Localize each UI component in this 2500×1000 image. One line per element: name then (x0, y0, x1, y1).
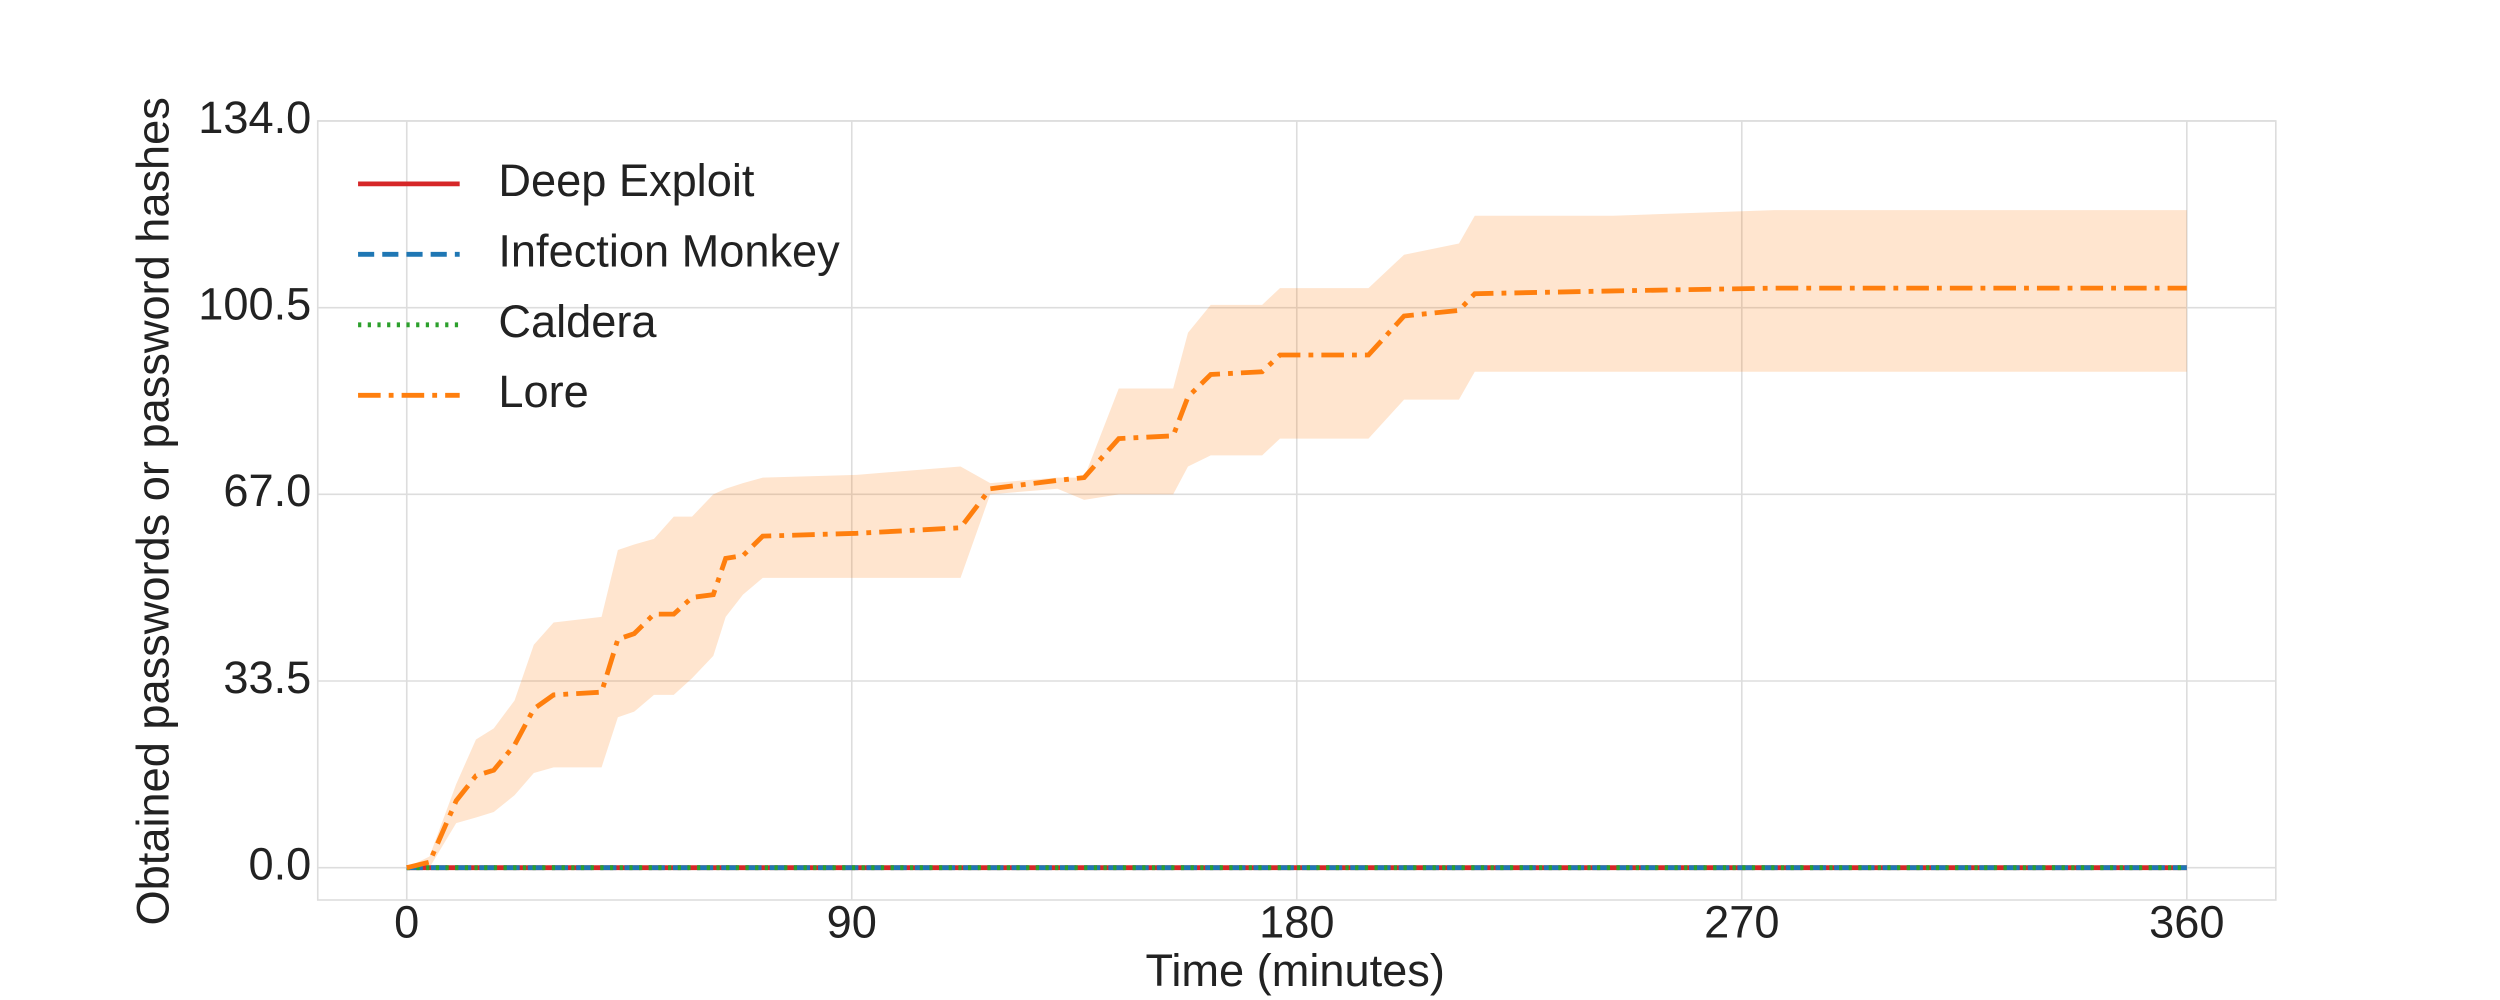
y-axis-label: Obtained passwords or password hashes (127, 97, 178, 925)
legend-label: Lore (498, 366, 588, 417)
x-tick-label: 270 (1704, 897, 1779, 948)
y-tick-label: 0.0 (249, 839, 312, 890)
y-tick-label: 100.5 (198, 279, 311, 330)
y-tick-label: 33.5 (223, 652, 311, 703)
x-tick-label: 180 (1259, 897, 1334, 948)
x-tick-label: 90 (827, 897, 877, 948)
y-tick-label: 134.0 (198, 92, 311, 143)
x-tick-label: 0 (394, 897, 419, 948)
legend-label: Deep Exploit (498, 155, 754, 206)
x-axis-label: Time (minutes) (1145, 945, 1444, 996)
legend-label: Caldera (498, 296, 657, 347)
line-series (406, 285, 2187, 871)
legend-label: Infection Monkey (498, 225, 840, 276)
x-tick-label: 360 (2149, 897, 2224, 948)
y-tick-label: 67.0 (223, 465, 311, 516)
